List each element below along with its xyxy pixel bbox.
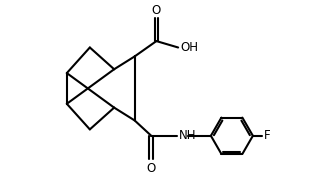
Text: O: O xyxy=(147,162,156,175)
Text: NH: NH xyxy=(179,129,196,142)
Text: OH: OH xyxy=(180,41,198,54)
Text: F: F xyxy=(264,129,270,142)
Text: O: O xyxy=(152,4,161,17)
